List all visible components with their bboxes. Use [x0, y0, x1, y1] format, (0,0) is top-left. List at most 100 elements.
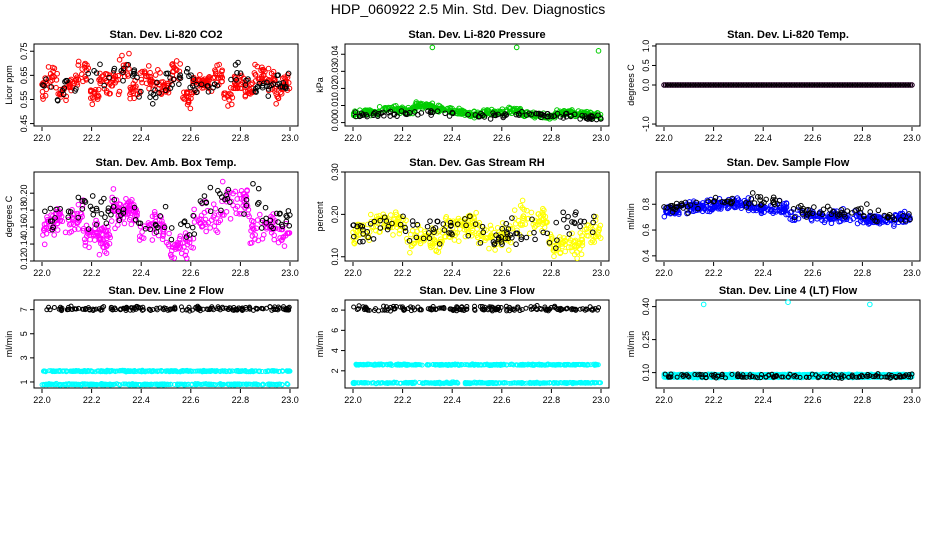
data-point — [253, 85, 259, 92]
plot-frame — [33, 299, 299, 389]
data-point — [87, 307, 93, 313]
data-point — [705, 198, 712, 205]
data-point — [592, 306, 598, 312]
data-point — [251, 226, 257, 233]
data-point — [114, 381, 120, 387]
data-point — [96, 229, 103, 236]
data-point — [120, 206, 127, 213]
data-point — [142, 225, 149, 232]
data-point — [700, 82, 707, 88]
data-point — [864, 82, 871, 88]
data-point — [770, 82, 776, 88]
data-point — [362, 305, 368, 311]
data-point — [489, 362, 495, 368]
data-point — [207, 208, 214, 215]
data-point — [577, 362, 583, 368]
data-point — [853, 213, 860, 220]
data-point — [145, 368, 151, 374]
data-point — [234, 196, 241, 202]
series-2 — [350, 361, 604, 387]
data-point — [154, 381, 160, 387]
data-point — [198, 381, 204, 387]
data-point — [284, 214, 290, 220]
data-point — [780, 82, 786, 88]
data-point — [462, 381, 468, 387]
data-point — [410, 222, 416, 228]
data-point — [732, 82, 738, 88]
data-point — [115, 91, 122, 98]
series-2 — [40, 59, 292, 107]
data-point — [83, 67, 90, 74]
data-point — [186, 73, 192, 80]
data-point — [87, 88, 94, 95]
data-point — [191, 206, 197, 213]
data-point — [244, 369, 250, 375]
series-1 — [39, 50, 293, 112]
data-point — [872, 82, 879, 88]
data-point — [513, 241, 519, 248]
data-point — [131, 204, 138, 211]
data-point — [101, 82, 108, 89]
y-axis-label: Licor ppm — [4, 65, 14, 105]
data-point — [229, 368, 235, 374]
data-point — [715, 82, 722, 88]
data-point — [457, 226, 463, 232]
data-point — [201, 193, 208, 199]
data-point — [709, 82, 715, 88]
data-point — [103, 232, 110, 238]
data-point — [233, 77, 239, 83]
data-point — [504, 229, 510, 235]
data-point — [364, 305, 370, 311]
x-tick-label: 22.0 — [344, 395, 362, 405]
data-point — [831, 216, 837, 222]
data-point — [374, 362, 380, 368]
y-tick-label: 0.03 — [330, 63, 340, 81]
data-point — [45, 64, 52, 70]
data-point — [152, 218, 159, 225]
data-point — [78, 382, 84, 388]
data-point — [444, 220, 450, 227]
x-tick-label: 22.2 — [394, 133, 412, 143]
data-point — [528, 209, 535, 216]
data-point — [130, 382, 136, 388]
data-point — [386, 109, 392, 116]
series-1 — [44, 303, 292, 314]
data-point — [127, 84, 134, 91]
data-point — [571, 251, 578, 258]
data-point — [211, 74, 218, 80]
data-point — [190, 212, 197, 219]
plot-frame — [33, 171, 299, 262]
data-point — [775, 82, 781, 88]
data-point — [661, 204, 667, 210]
data-point — [228, 76, 234, 83]
x-tick-label: 22.0 — [33, 268, 51, 278]
data-point — [118, 306, 124, 312]
data-point — [541, 207, 547, 214]
data-point — [82, 242, 89, 249]
data-point — [699, 82, 705, 88]
data-point — [458, 109, 464, 115]
data-point — [351, 304, 357, 310]
data-point — [183, 248, 189, 255]
data-point — [494, 306, 500, 312]
data-point — [259, 235, 266, 242]
data-point — [404, 111, 410, 118]
data-point — [60, 91, 67, 98]
data-point — [591, 361, 597, 367]
data-point — [684, 82, 690, 88]
data-point — [65, 214, 72, 220]
data-point — [387, 113, 394, 119]
data-point — [275, 307, 281, 313]
data-point — [61, 85, 68, 91]
data-point — [63, 97, 69, 104]
data-point — [363, 112, 370, 118]
data-point — [81, 236, 88, 243]
x-tick-label: 22.2 — [705, 268, 723, 278]
data-point — [691, 82, 697, 88]
data-point — [563, 362, 569, 368]
data-point — [877, 82, 884, 88]
data-point — [184, 222, 191, 229]
data-point — [671, 82, 677, 88]
data-point — [182, 252, 189, 259]
